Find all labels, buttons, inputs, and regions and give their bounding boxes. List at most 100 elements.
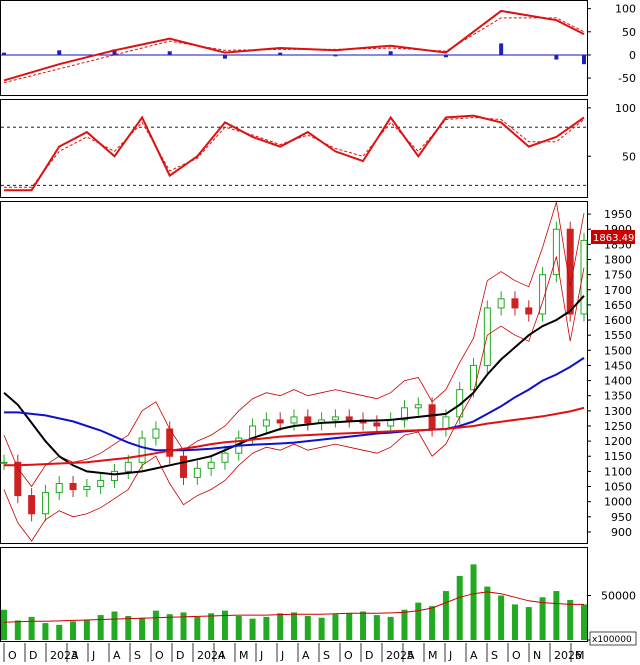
date-label: O [8, 649, 17, 662]
date-label: 2024 [197, 649, 225, 662]
price-tick-label: 1300 [604, 405, 632, 418]
date-label: D [176, 649, 184, 662]
volume-bar [525, 607, 532, 640]
volume-bar [401, 609, 408, 640]
volume-bar [42, 623, 49, 640]
date-label: D [29, 649, 37, 662]
candle-up [290, 416, 298, 424]
candle-down [373, 422, 381, 427]
price-tick-label: 1650 [604, 299, 632, 312]
volume-bar [249, 618, 256, 640]
candle-up [97, 479, 105, 488]
price-tick-label: 1800 [604, 253, 632, 266]
volume-bar [304, 615, 311, 640]
candle-up [83, 486, 91, 491]
candle-up [539, 274, 547, 315]
macd-macd-line [3, 9, 585, 82]
price-tick-label: 900 [611, 526, 632, 539]
price-tick-label: 1550 [604, 329, 632, 342]
macd-histogram-bar [333, 54, 338, 57]
volume-bar [511, 604, 518, 640]
macd-histogram-bar [57, 50, 62, 55]
volume-panel-frame [0, 547, 588, 642]
date-label: J [91, 649, 95, 662]
candle-down [304, 416, 312, 424]
volume-bar [360, 611, 367, 640]
date-label: A [407, 649, 415, 662]
bollinger-upper-band [3, 201, 585, 488]
volume-bar [139, 617, 146, 640]
date-label: O [512, 649, 521, 662]
volume-bar [125, 615, 132, 640]
candle-up [262, 419, 270, 427]
price-panel [0, 201, 588, 542]
last-price-tag-bg [591, 230, 635, 244]
volume-bar [111, 611, 118, 640]
price-tick-label: 1950 [604, 208, 632, 221]
volume-bar [235, 615, 242, 640]
candle-up [249, 425, 257, 439]
volume-bar [194, 616, 201, 640]
volume-bar [263, 616, 270, 640]
last-price-tag: 1863.49 [591, 230, 635, 244]
date-label: A [113, 649, 121, 662]
candle-up [552, 228, 560, 276]
volume-bar [456, 575, 463, 640]
volume-bar [83, 619, 90, 640]
candle-up [497, 298, 505, 309]
candle-down [345, 416, 353, 421]
date-label: J [448, 649, 452, 662]
macd-histogram-bar [2, 52, 6, 55]
price-tick-label: 1450 [604, 359, 632, 372]
candle-up [331, 416, 339, 421]
volume-bar [14, 620, 21, 640]
candle-down [14, 461, 22, 497]
volume-bar [498, 595, 505, 640]
price-tick-label: 1250 [604, 420, 632, 433]
date-label: N [533, 649, 541, 662]
volume-bar [332, 614, 339, 640]
macd-tick-label: 100 [615, 3, 636, 16]
date-label: J [259, 649, 263, 662]
volume-bar [56, 624, 63, 640]
macd-histogram-bar [443, 54, 448, 58]
stochastic-d-line [4, 116, 585, 188]
volume-bar [166, 614, 173, 640]
macd-panel [1, 9, 587, 84]
volume-bar [553, 591, 560, 640]
price-tick-label: 1350 [604, 390, 632, 403]
volume-bar [277, 613, 284, 640]
volume-bar [291, 612, 297, 640]
candle-up [0, 461, 8, 464]
volume-ma-line [3, 591, 584, 623]
candle-up [152, 428, 160, 439]
macd-histogram-bar [554, 54, 559, 60]
price-panel-frame [0, 201, 588, 544]
volume-bar [539, 597, 546, 640]
candle-down [428, 404, 436, 430]
candle-up [41, 492, 49, 515]
stochastic-tick-label: 50 [622, 150, 636, 163]
volume-bar [415, 602, 422, 640]
date-label: S [491, 649, 498, 662]
candle-down [525, 307, 533, 315]
date-label: O [155, 649, 164, 662]
macd-histogram-bar [222, 54, 227, 59]
stochastic-k-line [4, 114, 585, 192]
axis-labels: 100500-501005019501900185018001750170016… [587, 3, 636, 647]
volume-bar [373, 615, 380, 640]
date-label: O [344, 649, 353, 662]
volume-panel [1, 564, 587, 640]
macd-tick-label: 50 [622, 26, 636, 39]
volume-bar [442, 591, 449, 640]
macd-histogram-bar [112, 49, 117, 55]
macd-signal-line [3, 17, 585, 84]
price-tick-label: 1150 [604, 450, 632, 463]
date-label: M [575, 649, 585, 662]
date-label: A [302, 649, 310, 662]
date-label: A [470, 649, 478, 662]
price-tick-label: 950 [611, 511, 632, 524]
volume-bar [567, 599, 574, 640]
date-label: 2026 [554, 649, 582, 662]
